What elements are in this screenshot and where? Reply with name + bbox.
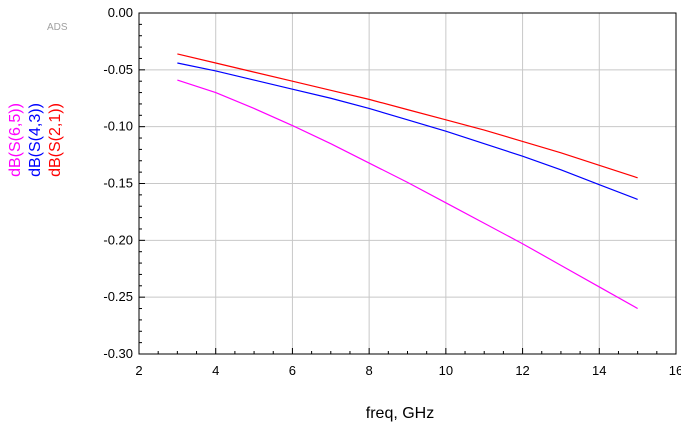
y-tick-labels: 0.00 -0.05 -0.10 -0.15 -0.20 -0.25 -0.30 bbox=[103, 5, 133, 361]
y-tick-label: 0.00 bbox=[108, 5, 133, 20]
x-tick-label: 16 bbox=[669, 363, 681, 378]
y-tick-label: -0.25 bbox=[103, 289, 133, 304]
x-axis-label: freq, GHz bbox=[366, 405, 434, 422]
series-legend-label-1: dB(S(6,5)) bbox=[7, 103, 24, 177]
x-tick-label: 14 bbox=[592, 363, 606, 378]
y-tick-label: -0.15 bbox=[103, 176, 133, 191]
x-tick-label: 10 bbox=[439, 363, 453, 378]
x-tick-label: 2 bbox=[135, 363, 142, 378]
x-tick-label: 6 bbox=[289, 363, 296, 378]
series-line-1 bbox=[177, 79, 638, 310]
ads-watermark: ADS bbox=[47, 22, 68, 33]
x-tick-label: 4 bbox=[212, 363, 219, 378]
series-layer bbox=[177, 53, 638, 310]
series-line-3 bbox=[177, 53, 638, 179]
y-tick-label: -0.10 bbox=[103, 119, 133, 134]
x-tick-label: 8 bbox=[366, 363, 373, 378]
x-tick-labels: 2 4 6 8 10 12 14 16 bbox=[135, 363, 681, 378]
x-tick-label: 12 bbox=[515, 363, 529, 378]
series-legend-label-3: dB(S(2,1)) bbox=[47, 103, 64, 177]
y-tick-label: -0.30 bbox=[103, 346, 133, 361]
series-line-2 bbox=[177, 62, 638, 200]
y-tick-label: -0.20 bbox=[103, 232, 133, 247]
y-axis-legend: dB(S(6,5)) dB(S(4,3)) dB(S(2,1)) bbox=[7, 103, 64, 177]
series-legend-label-2: dB(S(4,3)) bbox=[27, 103, 44, 177]
grid bbox=[139, 13, 676, 354]
plot-frame bbox=[138, 12, 677, 355]
y-tick-label: -0.05 bbox=[103, 62, 133, 77]
